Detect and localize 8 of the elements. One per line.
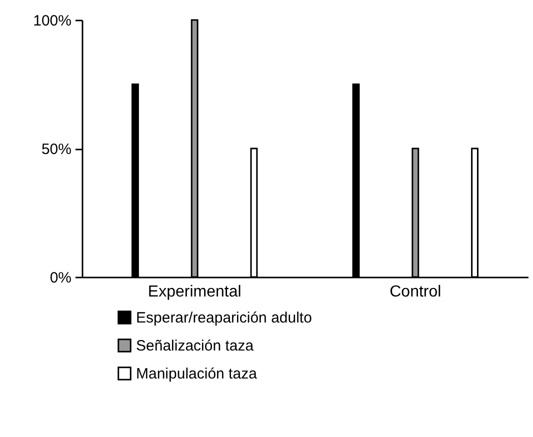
- legend-label: Esperar/reaparición adulto: [136, 310, 312, 326]
- y-tick-label: 50%: [41, 141, 72, 158]
- y-tick-label: 0%: [50, 270, 72, 286]
- x-tick-label: Experimental: [148, 284, 242, 300]
- y-tick-label: 100%: [33, 12, 72, 30]
- legend-label: Manipulación taza: [136, 366, 258, 382]
- x-tick-label: Control: [390, 284, 442, 300]
- legend-label: Señalización taza: [136, 338, 254, 354]
